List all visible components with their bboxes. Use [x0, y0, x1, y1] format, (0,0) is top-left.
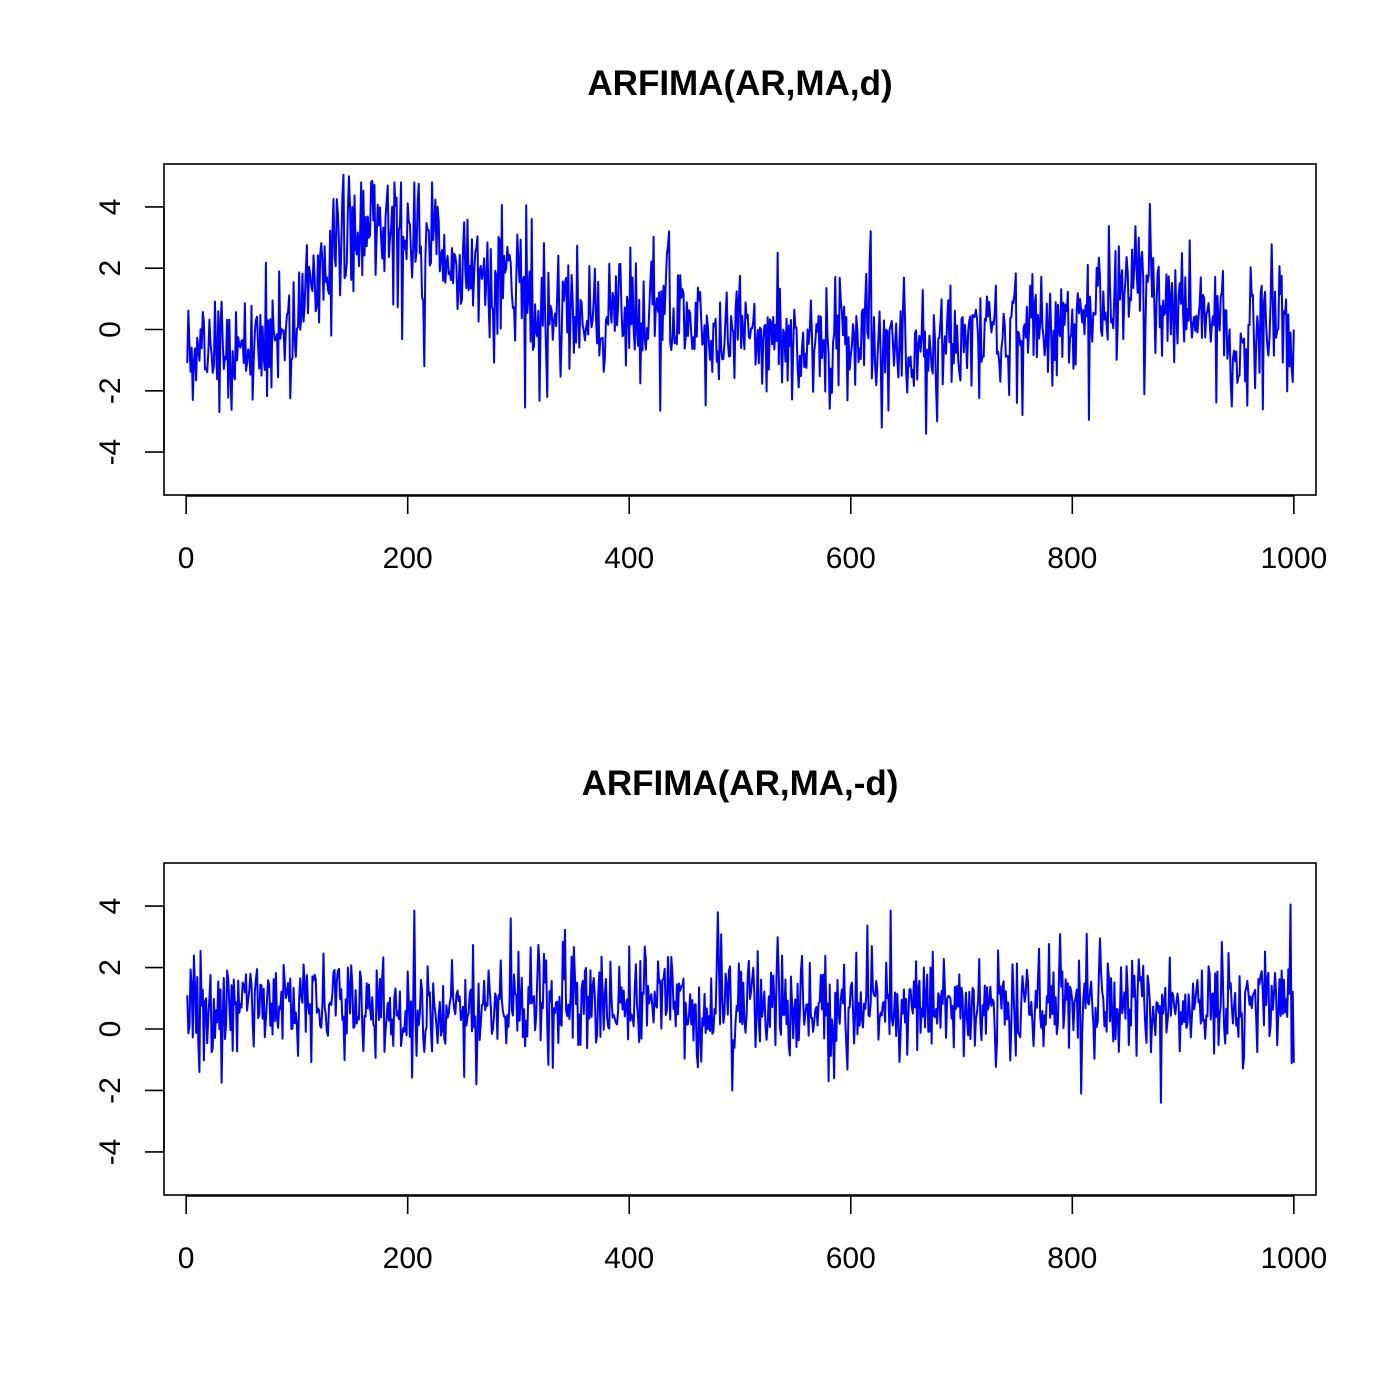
x-tick-label: 600 — [826, 542, 876, 575]
y-tick-label: 2 — [94, 260, 127, 277]
x-tick-label: 1000 — [1260, 542, 1327, 575]
chart-panel-2: ARFIMA(AR,MA,-d) 0 200 400 600 800 1000 -4 -2 0 2 4 — [94, 764, 1327, 1275]
y-tick-label: 4 — [94, 898, 127, 915]
x-tick-label: 800 — [1047, 1242, 1097, 1275]
chart-title: ARFIMA(AR,MA,-d) — [582, 764, 899, 803]
x-tick-label: 800 — [1047, 542, 1097, 575]
chart-panel-1: ARFIMA(AR,MA,d) 0 200 400 600 800 1000 -4 -2 0 2 4 — [94, 64, 1327, 575]
y-tick-label: 2 — [94, 959, 127, 976]
x-tick-label: 1000 — [1260, 1242, 1327, 1275]
y-tick-label: 4 — [94, 199, 127, 216]
x-tick-label: 0 — [178, 542, 195, 575]
y-tick-label: -4 — [94, 1139, 127, 1166]
x-tick-label: 0 — [178, 1242, 195, 1275]
y-tick-label: -2 — [94, 377, 127, 404]
y-tick-label: -4 — [94, 439, 127, 466]
y-tick-label: -2 — [94, 1077, 127, 1104]
x-tick-label: 400 — [604, 542, 654, 575]
series-line — [186, 903, 1295, 1104]
chart-title: ARFIMA(AR,MA,d) — [587, 64, 892, 103]
plot-frame — [163, 862, 1317, 1196]
y-tick-label: 0 — [94, 321, 127, 338]
x-tick-label: 600 — [826, 1242, 876, 1275]
x-tick-label: 400 — [604, 1242, 654, 1275]
x-tick-label: 200 — [383, 1242, 433, 1275]
x-tick-label: 200 — [383, 542, 433, 575]
series-line — [186, 173, 1295, 435]
y-tick-label: 0 — [94, 1021, 127, 1038]
